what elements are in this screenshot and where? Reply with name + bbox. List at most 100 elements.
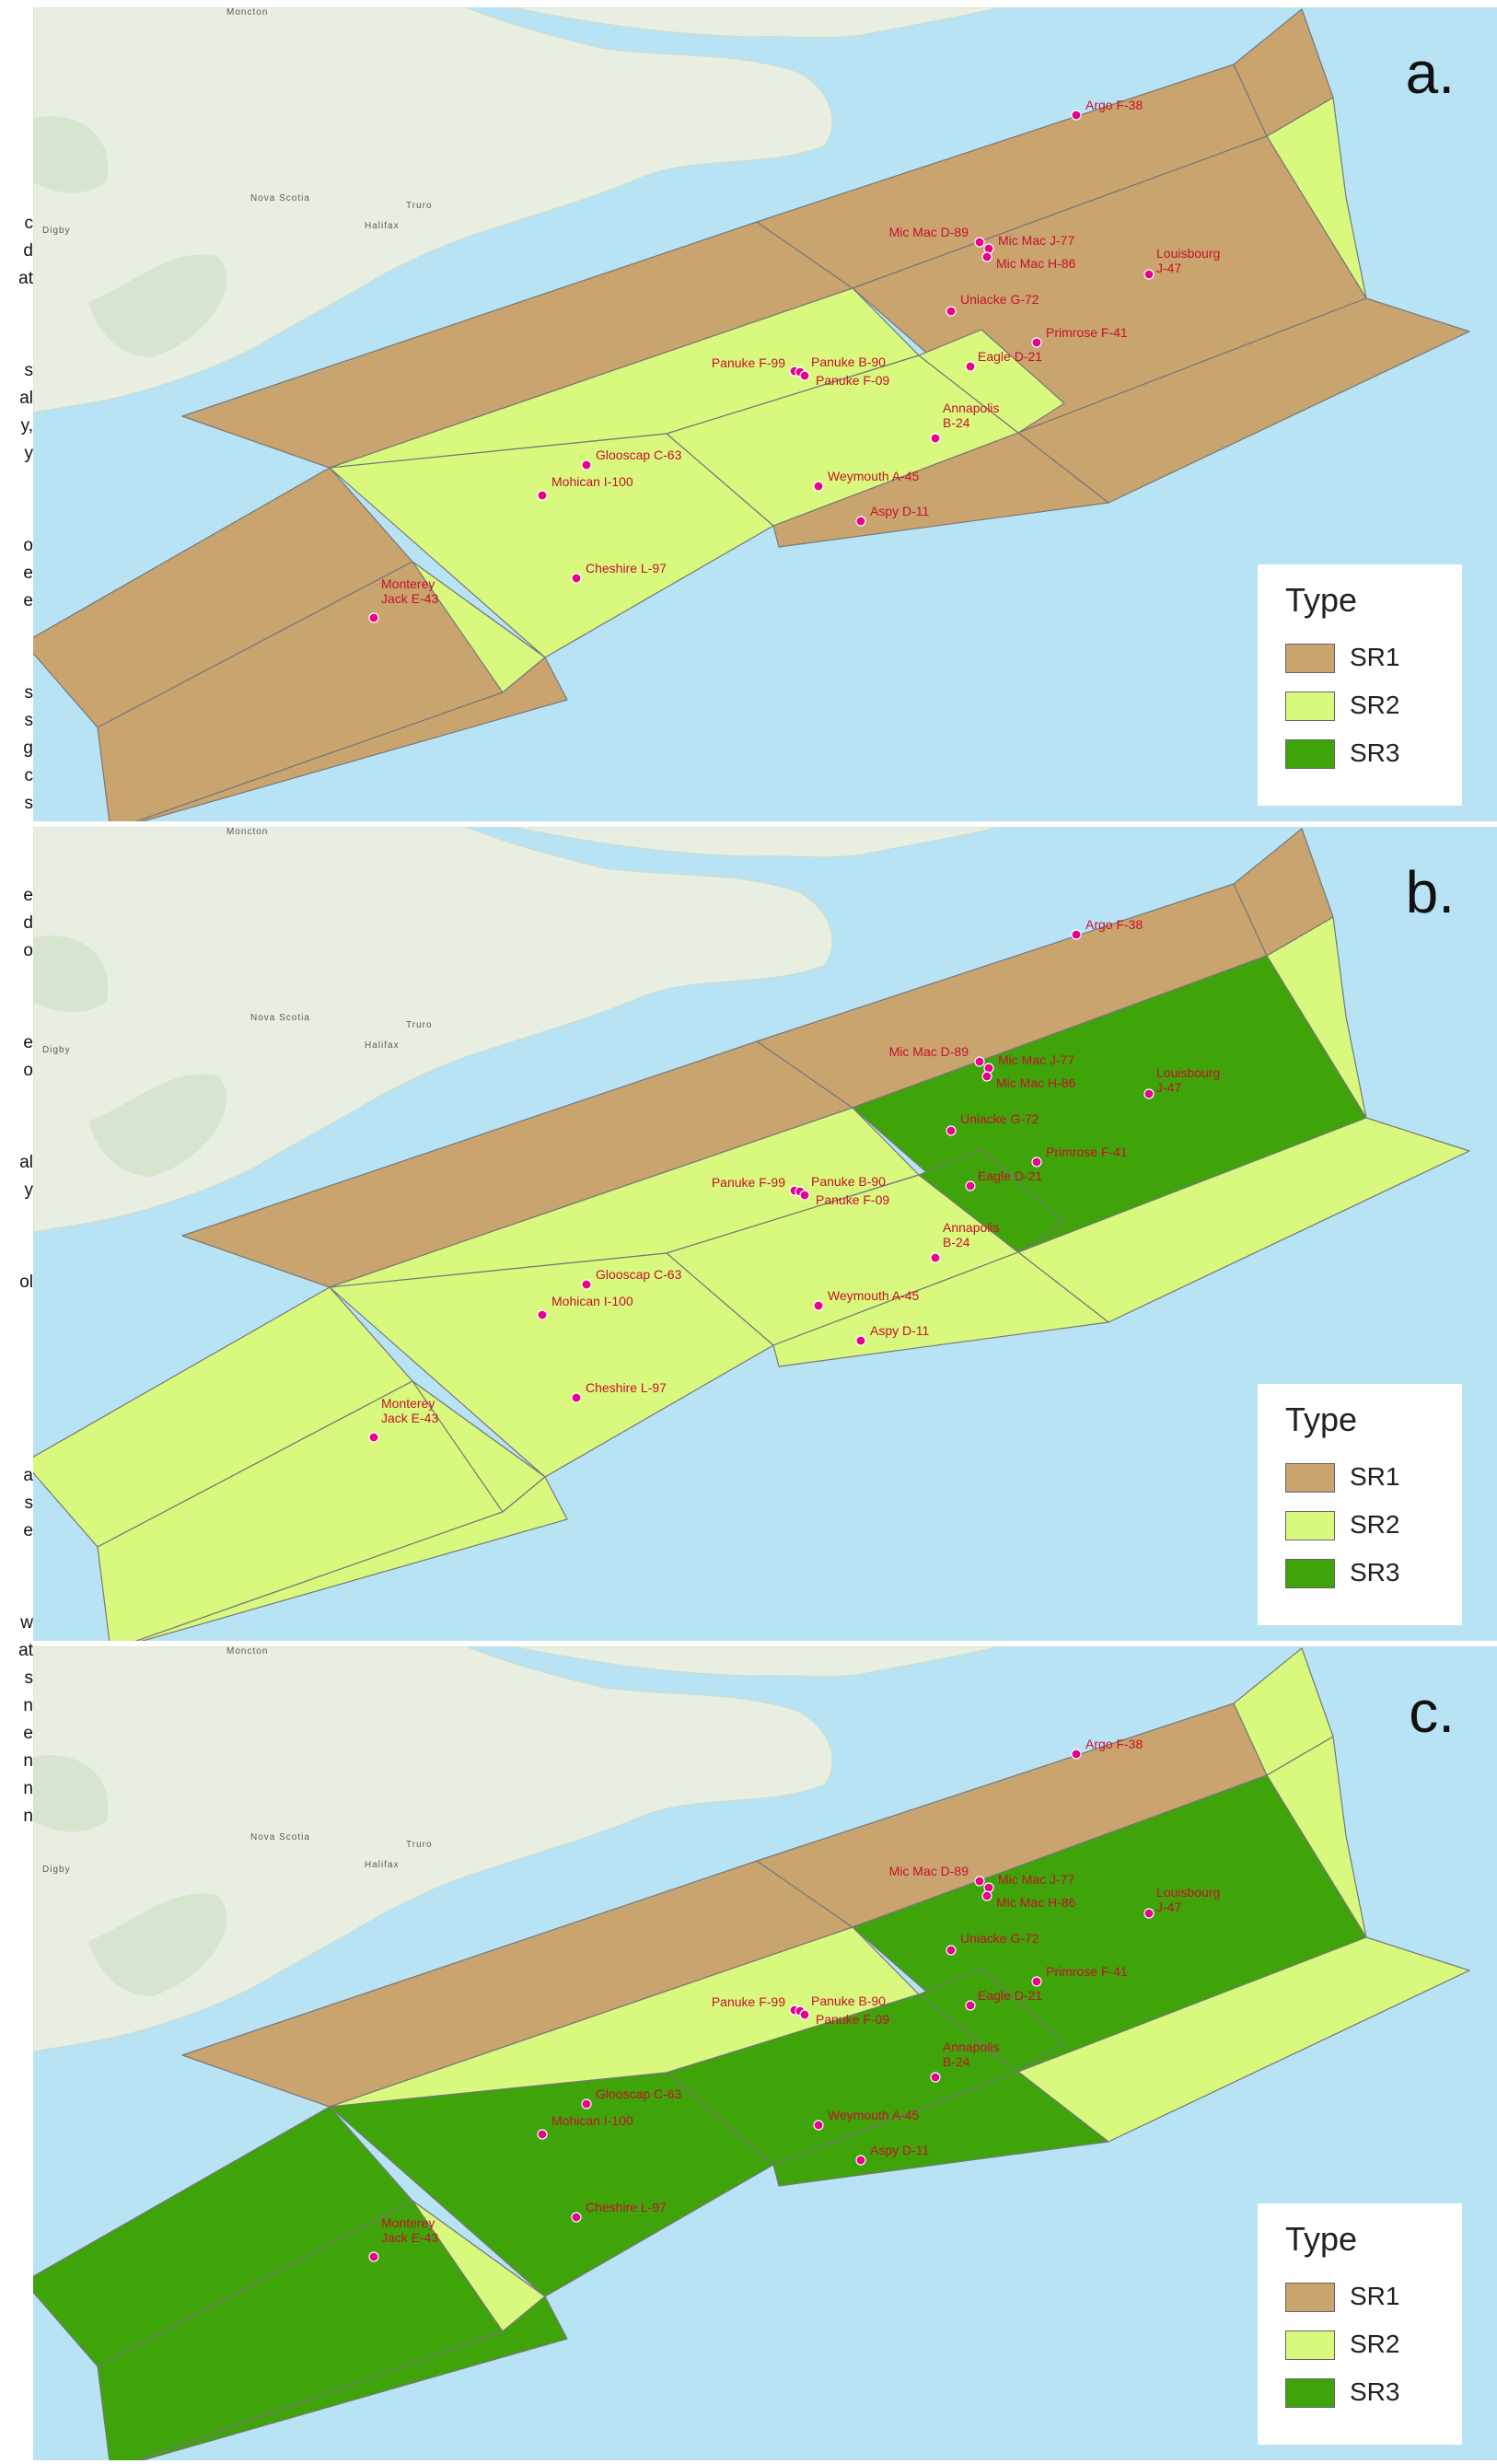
zone-z15-sr2 <box>134 1476 568 1641</box>
margin-fragment: y <box>24 1180 34 1200</box>
well-label-argo: Argo F-38 <box>1085 98 1143 112</box>
margin-fragment: n <box>23 1807 33 1826</box>
legend-label: SR1 <box>1350 1462 1400 1491</box>
well-marker-primrose[interactable] <box>1031 1156 1042 1168</box>
well-marker-louisbourg[interactable] <box>1143 269 1155 280</box>
map-legend: Type SR1 SR2 SR3 <box>1258 2203 1462 2445</box>
well-marker-argo[interactable] <box>1071 110 1082 121</box>
well-marker-cheshire[interactable] <box>571 1392 582 1403</box>
well-marker-monterey[interactable] <box>368 612 379 623</box>
well-marker-panuke_f09[interactable] <box>799 1190 810 1201</box>
margin-fragment: ol <box>19 1273 33 1292</box>
margin-fragment: e <box>23 564 33 583</box>
well-marker-micmac_h[interactable] <box>981 1890 992 1901</box>
well-marker-annapolis[interactable] <box>930 2072 941 2083</box>
zone-z15-sr1 <box>134 657 568 821</box>
legend-swatch <box>1285 1463 1335 1493</box>
map-canvas: Moncton Truro Nova Scotia Halifax Digby Argo … <box>33 7 1497 821</box>
well-marker-micmac_j[interactable] <box>983 243 994 254</box>
well-marker-eagle[interactable] <box>965 1180 976 1191</box>
well-marker-mohican[interactable] <box>537 1309 548 1320</box>
well-marker-mohican[interactable] <box>537 2129 548 2140</box>
zone-z15-sr3 <box>134 2295 568 2460</box>
well-marker-weymouth[interactable] <box>813 1300 824 1311</box>
well-marker-mohican[interactable] <box>537 490 548 501</box>
legend-title: Type <box>1285 2220 1358 2258</box>
well-marker-glooscap[interactable] <box>581 1279 592 1290</box>
margin-fragment: al <box>19 1153 33 1172</box>
well-marker-argo[interactable] <box>1071 929 1082 940</box>
place-label-truro: Truro <box>406 201 433 211</box>
legend-swatch <box>1285 692 1335 721</box>
margin-fragment: e <box>23 1724 33 1743</box>
well-marker-weymouth[interactable] <box>813 2120 824 2131</box>
well-marker-eagle[interactable] <box>965 2000 976 2011</box>
well-marker-panuke_f09[interactable] <box>799 370 810 381</box>
well-marker-eagle[interactable] <box>965 361 976 372</box>
legend-swatch <box>1285 739 1335 769</box>
legend-title: Type <box>1285 1401 1358 1438</box>
well-marker-annapolis[interactable] <box>930 1252 941 1263</box>
legend-swatch <box>1285 1559 1335 1588</box>
well-marker-panuke_f09[interactable] <box>799 2009 810 2020</box>
well-marker-monterey[interactable] <box>368 2251 379 2262</box>
well-label-panuke_f99: Panuke F-99 <box>712 1175 785 1190</box>
well-label-glooscap: Glooscap C-63 <box>596 2086 682 2101</box>
margin-fragment: s <box>24 794 34 813</box>
well-marker-primrose[interactable] <box>1031 337 1042 348</box>
legend-label: SR1 <box>1350 643 1400 671</box>
land-mass <box>511 7 1001 39</box>
land-mass <box>33 1646 833 2052</box>
well-label-micmac_h: Mic Mac H-86 <box>996 1895 1076 1910</box>
well-marker-uniacke[interactable] <box>946 1125 957 1136</box>
well-marker-micmac_j[interactable] <box>983 1063 994 1074</box>
well-marker-micmac_h[interactable] <box>981 251 992 262</box>
well-marker-cheshire[interactable] <box>571 573 582 584</box>
well-marker-micmac_d[interactable] <box>974 1876 985 1887</box>
margin-fragment: o <box>23 1061 33 1080</box>
place-label-digby: Digby <box>42 226 71 236</box>
well-marker-aspy[interactable] <box>855 516 866 527</box>
well-label-micmac_j: Mic Mac J-77 <box>998 1872 1074 1887</box>
margin-fragment: at <box>18 269 33 288</box>
legend-swatch <box>1285 2330 1335 2360</box>
well-marker-louisbourg[interactable] <box>1143 1088 1155 1099</box>
margin-fragment: s <box>24 1668 34 1688</box>
well-marker-annapolis[interactable] <box>930 433 941 444</box>
well-marker-cheshire[interactable] <box>571 2212 582 2223</box>
well-marker-micmac_j[interactable] <box>983 1882 994 1893</box>
well-label-argo: Argo F-38 <box>1085 917 1143 932</box>
well-marker-glooscap[interactable] <box>581 2098 592 2110</box>
land-relief <box>33 936 109 1013</box>
well-label-micmac_h: Mic Mac H-86 <box>996 256 1076 271</box>
well-marker-glooscap[interactable] <box>581 459 592 471</box>
well-marker-louisbourg[interactable] <box>1143 1908 1155 1919</box>
well-marker-aspy[interactable] <box>855 1335 866 1346</box>
legend-label: SR2 <box>1350 691 1400 719</box>
well-label-louisbourg: Louisbourg J-47 <box>1156 246 1220 275</box>
zone-z5-sr2 <box>1266 97 1367 299</box>
well-marker-uniacke[interactable] <box>946 1945 957 1956</box>
land-relief <box>88 1074 227 1177</box>
well-marker-micmac_d[interactable] <box>974 237 985 248</box>
well-marker-aspy[interactable] <box>855 2155 866 2166</box>
well-label-eagle: Eagle D-21 <box>978 1988 1042 2003</box>
place-label-halifax: Halifax <box>365 1860 400 1870</box>
well-marker-argo[interactable] <box>1071 1749 1082 1760</box>
well-marker-uniacke[interactable] <box>946 306 957 317</box>
well-marker-primrose[interactable] <box>1031 1976 1042 1987</box>
margin-fragment: c <box>24 214 34 233</box>
well-marker-micmac_h[interactable] <box>981 1071 992 1082</box>
well-marker-micmac_d[interactable] <box>974 1056 985 1067</box>
well-label-primrose: Primrose F-41 <box>1046 1964 1128 1979</box>
well-label-micmac_j: Mic Mac J-77 <box>998 1052 1074 1067</box>
well-marker-monterey[interactable] <box>368 1432 379 1443</box>
well-marker-weymouth[interactable] <box>813 481 824 492</box>
panel-letter: c. <box>1409 1679 1455 1745</box>
legend-label: SR3 <box>1350 1558 1400 1586</box>
well-label-argo: Argo F-38 <box>1085 1737 1143 1751</box>
well-label-mohican: Mohican I-100 <box>551 474 633 489</box>
margin-fragment: d <box>23 241 33 261</box>
well-label-annapolis: Annapolis B-24 <box>943 1220 1000 1249</box>
land-relief <box>33 1755 109 1832</box>
